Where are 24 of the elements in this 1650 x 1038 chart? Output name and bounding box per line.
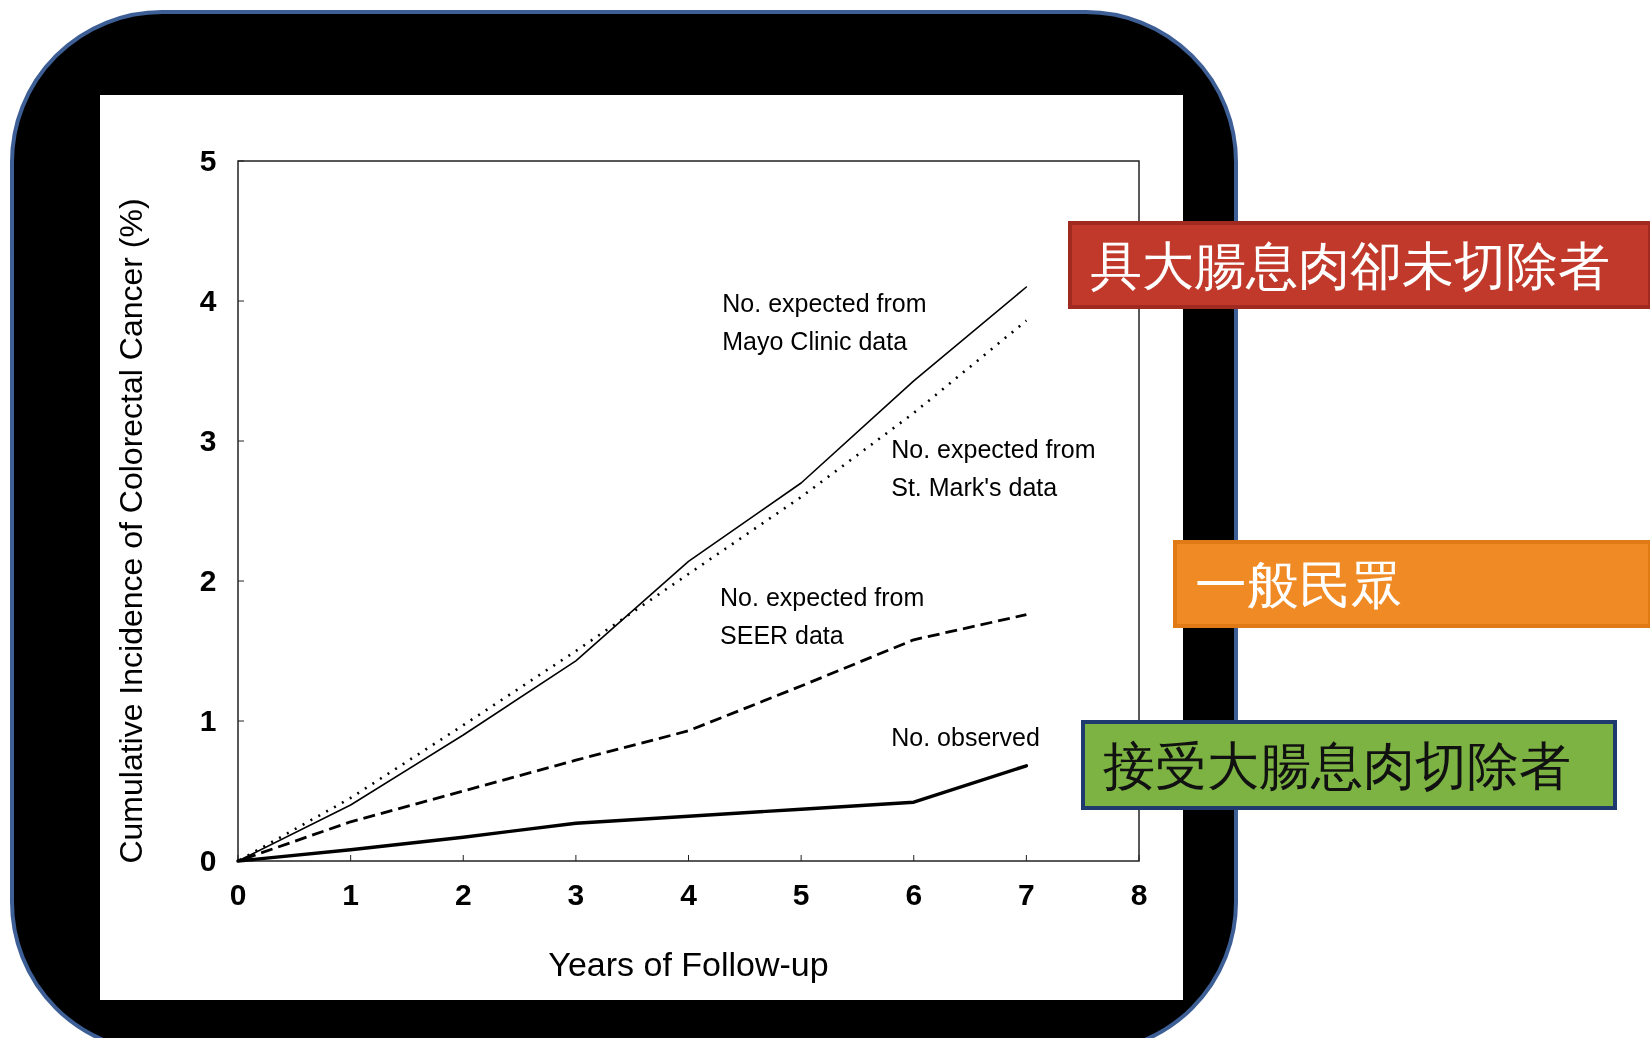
- y-tick-label: 4: [199, 284, 217, 317]
- x-tick-label: 8: [1130, 878, 1148, 911]
- x-tick-label: 6: [905, 878, 923, 911]
- y-tick-label: 5: [199, 144, 217, 177]
- y-tick-label: 2: [199, 564, 217, 597]
- series-label: No. expected from St. Mark's data: [891, 434, 1096, 501]
- x-tick-label: 0: [229, 878, 247, 911]
- y-tick-label: 3: [199, 424, 217, 457]
- series-label: No. observed: [891, 723, 1040, 752]
- y-tick-label: 0: [199, 844, 217, 877]
- text: 一般民眾: [1195, 555, 1403, 615]
- x-tick-label: 4: [680, 878, 698, 911]
- x-tick-label: 1: [342, 878, 359, 911]
- x-tick-label: 7: [1018, 878, 1035, 911]
- series-label: No. expected from SEER data: [720, 583, 925, 650]
- series-label: No. expected from Mayo Clinic data: [722, 289, 927, 356]
- x-tick-label: 2: [454, 878, 472, 911]
- annotation: 具大腸息肉卻未切除者: [1090, 236, 1610, 296]
- x-tick-label: 5: [792, 878, 810, 911]
- y-axis-title: Cumulative Incidence of Colorectal Cancer (%): [113, 198, 149, 864]
- y-tick-label: 1: [199, 704, 217, 737]
- x-axis-title: Years of Follow-up: [548, 945, 829, 983]
- annotation: 接受大腸息肉切除者: [1103, 736, 1571, 796]
- x-tick-label: 3: [567, 878, 585, 911]
